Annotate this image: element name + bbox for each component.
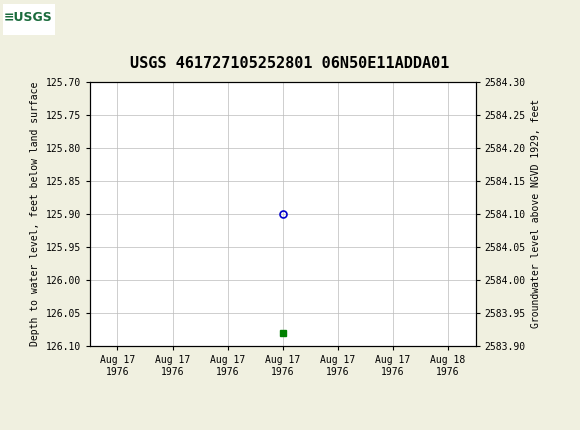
Text: ≡USGS: ≡USGS — [4, 11, 53, 24]
FancyBboxPatch shape — [3, 4, 55, 35]
Y-axis label: Depth to water level, feet below land surface: Depth to water level, feet below land su… — [30, 82, 40, 346]
Y-axis label: Groundwater level above NGVD 1929, feet: Groundwater level above NGVD 1929, feet — [531, 99, 541, 329]
Text: USGS 461727105252801 06N50E11ADDA01: USGS 461727105252801 06N50E11ADDA01 — [130, 56, 450, 71]
